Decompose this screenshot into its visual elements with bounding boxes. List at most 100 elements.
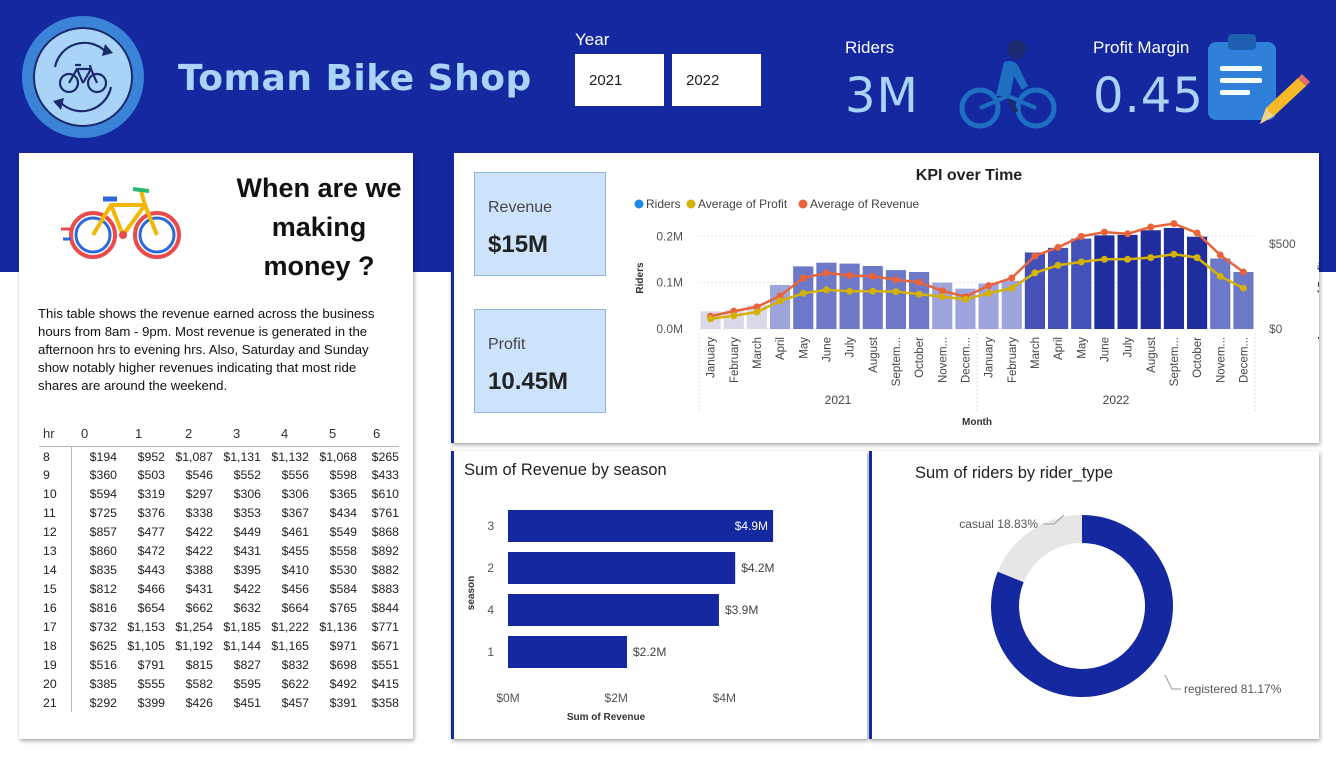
y-tick-label: 0.1M [656, 276, 683, 290]
table-row: 8 $194 $952 $1,087 $1,131 $1,132 $1,068 $265 [39, 446, 399, 465]
profit-point [1054, 261, 1062, 269]
profit-point [799, 289, 807, 297]
hour-cell: 15 [39, 579, 72, 598]
revenue-cell: $552 [233, 467, 261, 482]
profit-point [1008, 284, 1016, 292]
hour-cell: 17 [39, 617, 72, 636]
riders-by-type-chart[interactable]: registered 81.17% casual 18.83% [872, 495, 1318, 735]
legend-marker [798, 199, 808, 209]
table-row: 14 $835 $443 $388 $395 $410 $530 $882 [39, 560, 399, 579]
month-tick-label: February [1007, 337, 1019, 383]
profit-value: 10.45M [488, 368, 569, 395]
column-header[interactable]: hr [43, 426, 55, 442]
revenue-cell: $698 [329, 657, 357, 672]
riders-bar [839, 263, 860, 329]
revenue-point [1147, 223, 1155, 231]
riders-bar [816, 262, 837, 329]
revenue-cell: $1,165 [271, 638, 309, 653]
revenue-by-season-panel: Sum of Revenue by season 3 $4.9M 2 $4.2M 4 $3… [451, 451, 867, 739]
column-header[interactable]: 3 [233, 426, 241, 442]
revenue-point [1100, 228, 1108, 236]
revenue-cell: $595 [233, 676, 261, 691]
revenue-label: Revenue [488, 199, 553, 216]
month-tick-label: October [1192, 337, 1204, 378]
season-value-label: $3.9M [725, 603, 758, 617]
legend-marker [686, 199, 696, 209]
season-bar [508, 552, 736, 584]
revenue-cell: $598 [329, 467, 357, 482]
legend-label: Average of Profit [698, 197, 788, 211]
revenue-cell: $431 [185, 581, 213, 596]
table-row: 20 $385 $555 $582 $595 $622 $492 $415 [39, 674, 399, 693]
revenue-cell: $725 [89, 505, 117, 520]
table-header-row: hr 0 1 2 3 4 5 6 [39, 422, 399, 446]
revenue-cell: $883 [371, 581, 399, 596]
hour-cell: 14 [39, 560, 72, 579]
month-tick-label: Septem... [891, 337, 903, 386]
riders-bar [1140, 230, 1161, 329]
column-header[interactable]: 4 [281, 426, 289, 442]
revenue-cell: $1,153 [127, 619, 165, 634]
month-tick-label: August [1146, 336, 1158, 373]
revenue-cell: $492 [329, 676, 357, 691]
column-header[interactable]: 2 [185, 426, 193, 442]
riders-bar [1233, 271, 1254, 329]
revenue-cell: $1,136 [319, 619, 357, 634]
profit-point [1124, 255, 1132, 263]
revenue-cell: $194 [89, 449, 117, 464]
column-header[interactable]: 6 [373, 426, 381, 442]
year-option-2022[interactable]: 2022 [672, 54, 761, 106]
revenue-cell: $971 [329, 638, 357, 653]
registered-slice [991, 515, 1173, 697]
column-header[interactable]: 1 [135, 426, 143, 442]
table-row: 19 $516 $791 $815 $827 $832 $698 $551 [39, 655, 399, 674]
revenue-cell: $827 [233, 657, 261, 672]
column-header[interactable]: 5 [329, 426, 337, 442]
profit-point [985, 289, 993, 297]
revenue-cell: $551 [371, 657, 399, 672]
revenue-cell: $426 [185, 695, 213, 710]
column-header[interactable]: 0 [81, 426, 89, 442]
casual-label: casual 18.83% [959, 517, 1038, 531]
revenue-point [846, 271, 854, 279]
month-tick-label: Septem... [1169, 337, 1181, 386]
hour-cell: 10 [39, 484, 72, 503]
cyclist-icon [958, 36, 1058, 132]
month-tick-label: February [729, 337, 741, 383]
kpi-over-time-chart[interactable]: KPI over Time Riders Average of Profit Aver… [619, 153, 1319, 443]
revenue-cell: $516 [89, 657, 117, 672]
month-tick-label: June [821, 337, 833, 362]
hour-cell: 13 [39, 541, 72, 560]
revenue-cell: $385 [89, 676, 117, 691]
revenue-cell: $549 [329, 524, 357, 539]
month-tick-label: August [868, 336, 880, 373]
revenue-cell: $815 [185, 657, 213, 672]
revenue-point [1216, 251, 1224, 259]
riders-bar [1187, 236, 1208, 329]
legend-label: Average of Revenue [810, 197, 920, 211]
month-tick-label: Novem... [1215, 337, 1227, 383]
riders-bar [909, 271, 930, 329]
label-leader [1043, 514, 1065, 525]
revenue-cell: $422 [185, 543, 213, 558]
revenue-point [1239, 268, 1247, 276]
riders-bar [885, 270, 906, 329]
year-option-2021[interactable]: 2021 [575, 54, 664, 106]
profit-point [1031, 269, 1039, 277]
profit-point [938, 293, 946, 301]
revenue-card: Revenue $15M [474, 172, 606, 276]
season-chart-title: Sum of Revenue by season [464, 461, 667, 479]
hour-cell: 18 [39, 636, 72, 655]
y-tick-label: 0.2M [656, 229, 683, 243]
revenue-cell: $306 [233, 486, 261, 501]
y-tick-label: 0.0M [656, 322, 683, 336]
revenue-by-season-chart[interactable]: 3 $4.9M 2 $4.2M 4 $3.9M 1 $2.2M $0M $2M $4M Sum of … [454, 495, 864, 735]
y2-axis-title: Average of Profit a... [1317, 244, 1319, 341]
revenue-cell: $952 [137, 449, 165, 464]
revenue-cell: $857 [89, 524, 117, 539]
profit-line [710, 252, 1244, 321]
profit-point [822, 286, 830, 294]
revenue-cell: $594 [89, 486, 117, 501]
revenue-cell: $555 [137, 676, 165, 691]
